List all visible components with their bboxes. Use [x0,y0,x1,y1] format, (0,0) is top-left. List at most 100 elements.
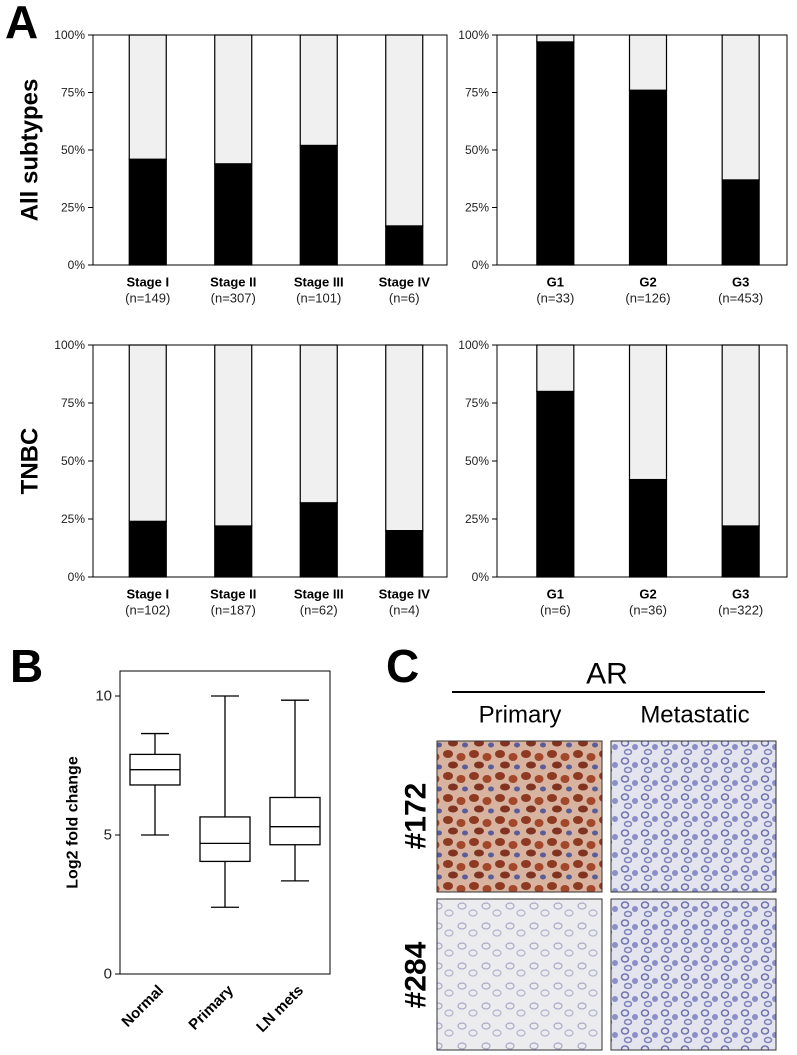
y-tick-label: 25% [61,512,85,526]
row-label: All subtypes [17,79,44,222]
x-tick-label: Stage I [126,587,169,602]
y-tick-label: 25% [61,201,85,215]
x-sublabel: (n=322) [718,603,763,618]
box [269,796,321,846]
bar-segment [721,34,760,181]
x-tick-label: G2 [639,587,656,602]
y-tick-label: 75% [61,396,85,410]
y-tick-label: 100% [54,338,85,352]
x-tick-label: Stage IV [379,587,431,602]
x-sublabel: (n=6) [389,291,420,306]
bar-segment [214,525,253,578]
bar-segment [628,478,668,578]
x-sublabel: (n=36) [629,603,667,618]
bar-segment [628,34,668,91]
x-sublabel: (n=149) [125,291,170,306]
panel-letter: A [5,0,38,48]
panel-letter: B [10,640,43,692]
micrograph [436,898,603,1051]
bar-segment [536,390,575,578]
micrograph [610,740,777,893]
x-tick-label: Stage III [294,587,344,602]
micrograph [610,898,777,1051]
x-sublabel: (n=453) [718,291,763,306]
y-tick-label: 0% [472,258,490,272]
bar-segment [721,525,760,578]
bar-segment [299,144,338,266]
bar-segment [385,529,424,578]
y-tick-label: 0% [68,258,86,272]
y-tick-label: 50% [465,454,489,468]
x-sublabel: (n=102) [125,603,170,618]
x-tick-label: Primary [185,982,237,1034]
row-label: TNBC [17,428,44,495]
bar-segment [128,520,167,578]
x-sublabel: (n=4) [389,603,420,618]
y-tick-label: 75% [465,86,489,100]
row-label: #172 [400,783,433,850]
y-tick-label: 75% [465,396,489,410]
bar-segment [721,344,760,527]
bar-segment [628,89,668,266]
column-label: Metastatic [640,702,749,729]
x-sublabel: (n=62) [300,603,338,618]
bar-segment [536,344,575,393]
bar-segment [628,344,668,481]
bar-segment [299,344,338,504]
bar-segment [214,163,253,266]
panel-title: AR [586,658,628,691]
y-tick-label: 10 [95,688,112,705]
bar-segment [721,179,760,266]
x-tick-label: Normal [118,982,167,1031]
x-tick-label: Stage II [210,587,256,602]
x-sublabel: (n=187) [211,603,256,618]
micrograph [436,740,603,893]
bar-segment [536,41,575,266]
x-sublabel: (n=126) [625,291,670,306]
y-tick-label: 100% [458,338,489,352]
bar-segment [385,344,424,532]
column-label: Primary [479,702,562,729]
y-tick-label: 0 [104,966,112,983]
bar-segment [128,34,167,160]
x-tick-label: Stage IV [379,275,431,290]
y-axis-label: Log2 fold change [65,756,82,889]
y-tick-label: 50% [61,143,85,157]
y-tick-label: 50% [465,143,489,157]
x-tick-label: G3 [732,587,749,602]
x-tick-label: G3 [732,275,749,290]
bar-segment [385,225,424,266]
x-sublabel: (n=101) [296,291,341,306]
y-tick-label: 100% [458,28,489,42]
bar-segment [128,344,167,522]
x-tick-label: Stage II [210,275,256,290]
x-tick-label: LN mets [253,982,307,1036]
y-tick-label: 0% [68,570,86,584]
panel-letter: C [386,640,419,692]
x-tick-label: Stage I [126,275,169,290]
x-sublabel: (n=6) [540,603,571,618]
bar-segment [299,34,338,147]
plot-frame [119,670,331,975]
x-tick-label: Stage III [294,275,344,290]
y-tick-label: 100% [54,28,85,42]
x-sublabel: (n=33) [536,291,574,306]
box [199,816,251,863]
row-label: #284 [400,941,433,1008]
y-tick-label: 25% [465,201,489,215]
bar-segment [214,344,253,527]
x-sublabel: (n=307) [211,291,256,306]
bar-segment [128,158,167,266]
y-tick-label: 50% [61,454,85,468]
bar-segment [214,34,253,165]
bar-segment [536,34,575,43]
y-tick-label: 0% [472,570,490,584]
x-tick-label: G1 [547,275,564,290]
y-tick-label: 75% [61,86,85,100]
x-tick-label: G2 [639,275,656,290]
y-tick-label: 5 [104,827,112,844]
bar-segment [299,502,338,578]
x-tick-label: G1 [547,587,564,602]
bar-segment [385,34,424,227]
